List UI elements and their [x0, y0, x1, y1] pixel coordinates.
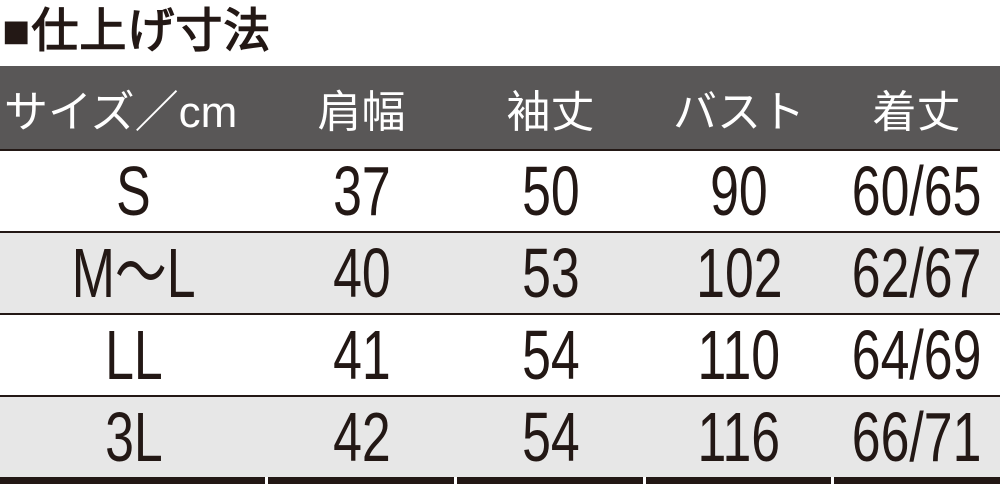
value-cell-bust: 102: [645, 233, 833, 313]
value-text: 42: [332, 398, 391, 476]
value-text: 54: [521, 398, 580, 476]
value-text: 90: [710, 152, 768, 230]
column-gap-marker: [831, 477, 834, 484]
value-text: 53: [521, 234, 580, 312]
value-cell-sleeve: 50: [456, 151, 645, 231]
value-cell-shoulder: 42: [267, 397, 456, 477]
table-row-m-l: M〜L 40 53 102 62/67: [0, 231, 1000, 313]
size-table: サイズ／cm 肩幅 袖丈 バスト 着丈 S 37 50 90 60/65 M〜L…: [0, 66, 1000, 477]
column-gap-marker: [643, 477, 646, 484]
value-cell-sleeve: 53: [456, 233, 645, 313]
value-cell-shoulder: 37: [267, 151, 456, 231]
size-label: LL: [104, 316, 163, 394]
column-gap-marker: [454, 477, 457, 484]
value-text: 62/67: [851, 234, 982, 312]
value-cell-length: 64/69: [833, 315, 1000, 395]
size-cell: S: [0, 151, 267, 231]
header-cell-shoulder-width: 肩幅: [317, 87, 406, 137]
table-row-3l: 3L 42 54 116 66/71: [0, 395, 1000, 477]
header-cell-sleeve-length: 袖丈: [506, 87, 595, 137]
value-cell-bust: 90: [645, 151, 833, 231]
size-label: 3L: [104, 398, 163, 476]
value-text: 40: [332, 234, 391, 312]
value-text: 60/65: [851, 152, 982, 230]
value-cell-bust: 110: [645, 315, 833, 395]
value-text: 116: [697, 398, 781, 476]
value-text: 66/71: [851, 398, 982, 476]
value-cell-sleeve: 54: [456, 397, 645, 477]
size-cell: M〜L: [0, 233, 267, 313]
value-text: 102: [695, 234, 783, 312]
value-cell-length: 62/67: [833, 233, 1000, 313]
value-text: 54: [521, 316, 580, 394]
size-label: S: [116, 152, 151, 230]
value-cell-sleeve: 54: [456, 315, 645, 395]
size-cell: LL: [0, 315, 267, 395]
value-cell-length: 60/65: [833, 151, 1000, 231]
header-cell-size-cm: サイズ／cm: [4, 87, 238, 137]
value-cell-bust: 116: [645, 397, 833, 477]
table-row-s: S 37 50 90 60/65: [0, 149, 1000, 231]
value-text: 110: [697, 316, 781, 394]
value-cell-shoulder: 41: [267, 315, 456, 395]
value-cell-length: 66/71: [833, 397, 1000, 477]
value-text: 64/69: [851, 316, 982, 394]
value-text: 41: [332, 316, 391, 394]
size-cell: 3L: [0, 397, 267, 477]
value-cell-shoulder: 40: [267, 233, 456, 313]
column-gap-marker: [265, 477, 268, 484]
table-bottom-rule: [0, 477, 1000, 484]
value-text: 50: [521, 152, 580, 230]
value-text: 37: [332, 152, 391, 230]
size-label: M〜L: [71, 234, 196, 312]
table-row-ll: LL 41 54 110 64/69: [0, 313, 1000, 395]
page-title: ■仕上げ寸法: [2, 4, 272, 57]
header-row: サイズ／cm 肩幅 袖丈 バスト 着丈: [0, 66, 1000, 149]
header-cell-garment-length: 着丈: [872, 87, 961, 137]
header-cell-bust: バスト: [673, 87, 805, 137]
